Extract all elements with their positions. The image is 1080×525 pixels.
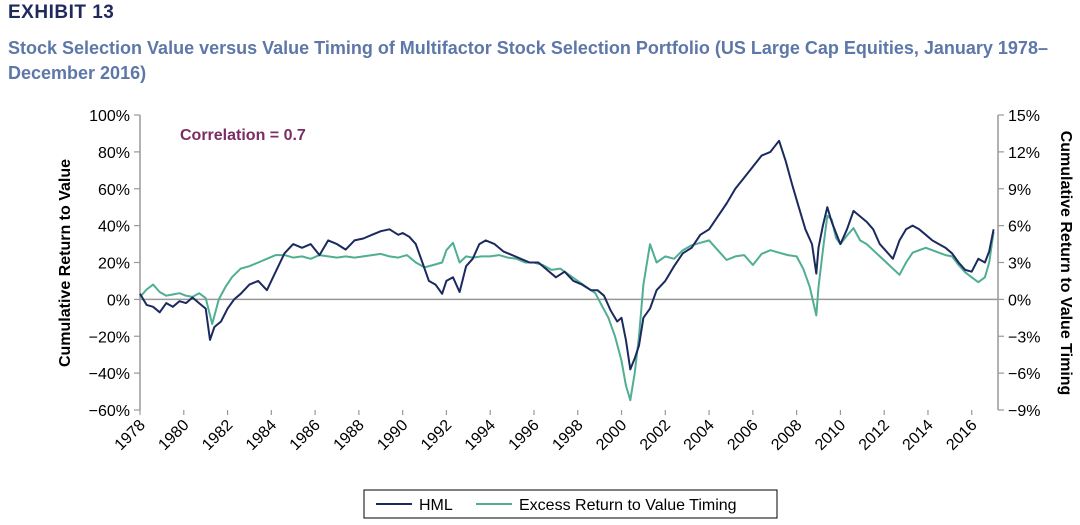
series-line-hml bbox=[139, 139, 995, 371]
exhibit-label: EXHIBIT 13 bbox=[8, 2, 115, 23]
x-tick-label: 2014 bbox=[900, 417, 937, 454]
x-tick-label: 2002 bbox=[637, 417, 674, 454]
right-axis-ticks: 15% 12% 9% 6% 3% 0% −3% −6% −9% bbox=[998, 108, 1040, 420]
x-tick-label: 1982 bbox=[199, 417, 236, 454]
right-tick-label: 6% bbox=[1008, 219, 1031, 236]
left-tick-label: −60% bbox=[89, 403, 130, 420]
right-tick-label: −3% bbox=[1008, 329, 1040, 346]
legend-label-hml: HML bbox=[419, 497, 453, 514]
chart-axes bbox=[139, 115, 999, 410]
x-tick-label: 1986 bbox=[287, 417, 324, 454]
right-tick-label: 12% bbox=[1008, 145, 1040, 162]
x-tick-label: 2006 bbox=[724, 417, 761, 454]
correlation-annotation: Correlation = 0.7 bbox=[180, 127, 306, 144]
x-tick-label: 2008 bbox=[768, 417, 805, 454]
x-tick-label: 2016 bbox=[943, 417, 980, 454]
x-tick-label: 1990 bbox=[374, 417, 411, 454]
left-tick-label: 80% bbox=[98, 145, 130, 162]
right-axis-title: Cumulative Return to Value Timing bbox=[1057, 131, 1074, 396]
x-tick-label: 1984 bbox=[243, 417, 280, 454]
chart-title: Stock Selection Value versus Value Timin… bbox=[8, 38, 1048, 83]
right-tick-label: −6% bbox=[1008, 366, 1040, 383]
x-tick-label: 2012 bbox=[856, 417, 893, 454]
x-tick-label: 1988 bbox=[331, 417, 368, 454]
x-tick-label: 2000 bbox=[593, 417, 630, 454]
x-tick-label: 1996 bbox=[506, 417, 543, 454]
x-tick-label: 1998 bbox=[549, 417, 586, 454]
left-tick-label: −40% bbox=[89, 366, 130, 383]
left-tick-label: 0% bbox=[107, 292, 130, 309]
left-axis-ticks: 100% 80% 60% 40% 20% 0% −20% −40% −60% bbox=[89, 108, 140, 420]
legend: HML Excess Return to Value Timing bbox=[363, 489, 778, 519]
x-tick-label: 1978 bbox=[112, 417, 149, 454]
left-tick-label: −20% bbox=[89, 329, 130, 346]
left-tick-label: 60% bbox=[98, 182, 130, 199]
right-tick-label: 0% bbox=[1008, 292, 1031, 309]
right-tick-label: −9% bbox=[1008, 403, 1040, 420]
legend-label-value-timing: Excess Return to Value Timing bbox=[519, 497, 737, 514]
legend-box bbox=[363, 489, 778, 519]
x-tick-label: 1980 bbox=[155, 417, 192, 454]
right-tick-label: 9% bbox=[1008, 182, 1031, 199]
left-tick-label: 100% bbox=[89, 108, 130, 125]
x-tick-label: 2010 bbox=[812, 417, 849, 454]
right-tick-label: 3% bbox=[1008, 256, 1031, 273]
series-line-value-timing bbox=[139, 214, 995, 402]
left-tick-label: 40% bbox=[98, 219, 130, 236]
x-axis-ticks: 1978 1980 1982 1984 1986 1988 1990 1992 1994 1996… bbox=[112, 410, 981, 454]
x-tick-label: 2004 bbox=[681, 417, 718, 454]
x-tick-label: 1992 bbox=[418, 417, 455, 454]
x-tick-label: 1994 bbox=[462, 417, 499, 454]
left-axis-title: Cumulative Return to Value bbox=[57, 159, 74, 367]
chart-series bbox=[139, 139, 995, 402]
right-tick-label: 15% bbox=[1008, 108, 1040, 125]
left-tick-label: 20% bbox=[98, 256, 130, 273]
